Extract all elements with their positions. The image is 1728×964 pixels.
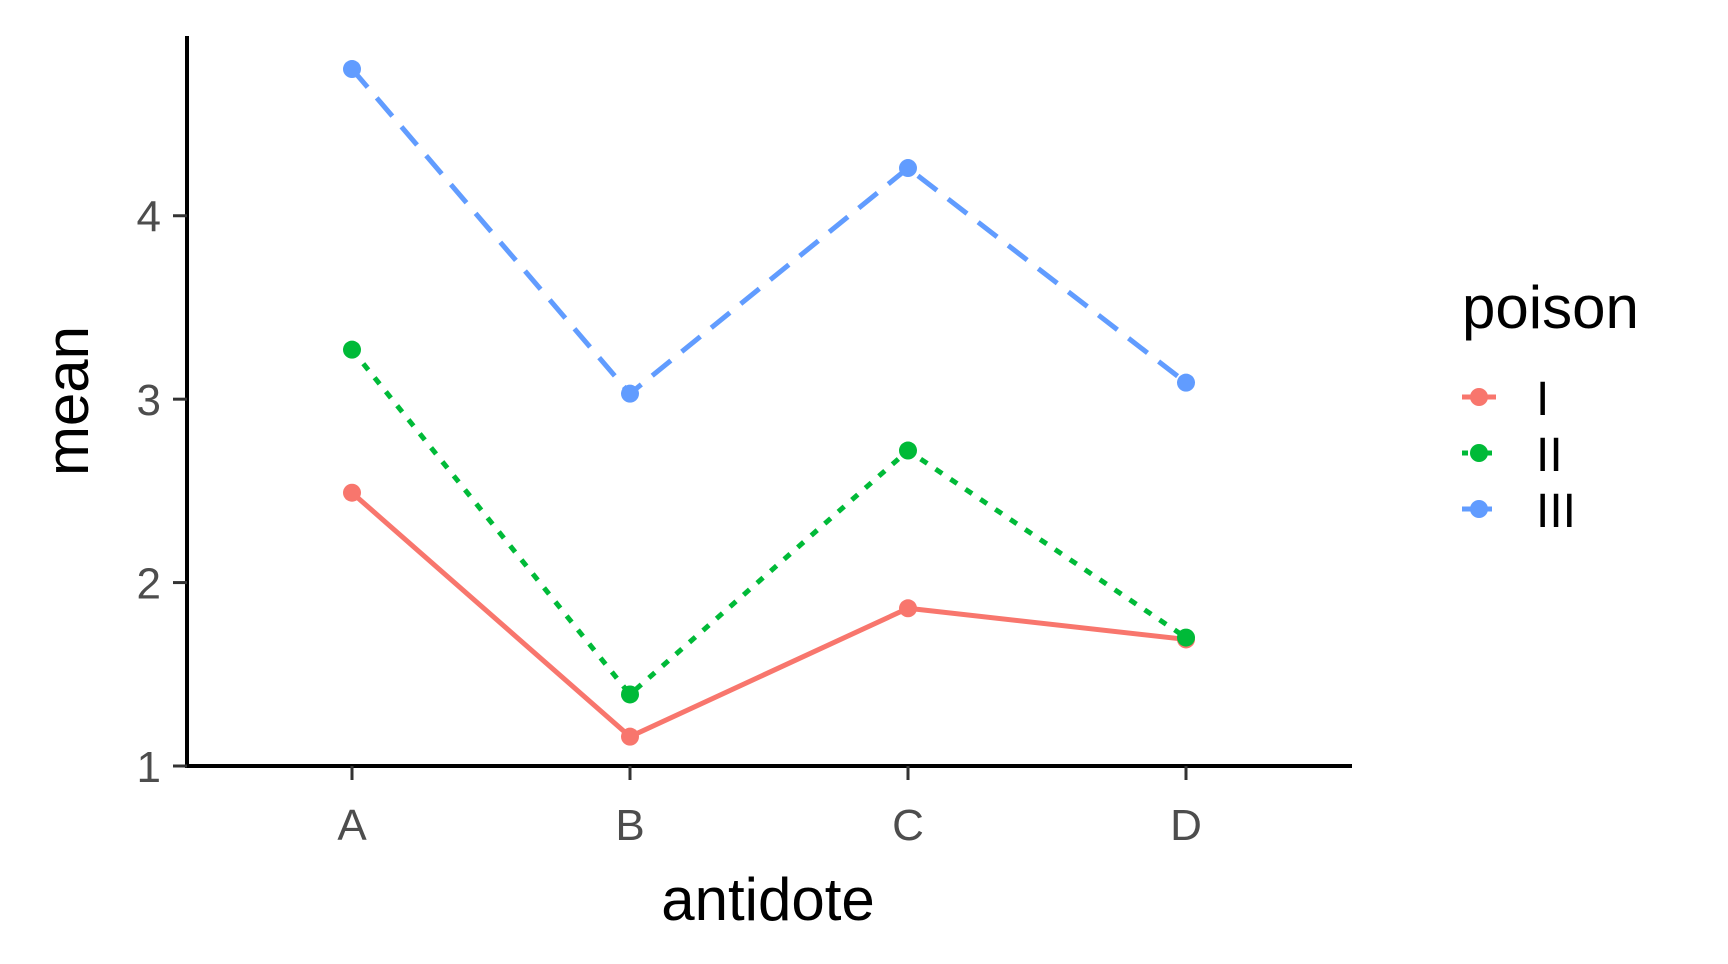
ticks: 1 2 3 4 A B C D [137,193,1202,850]
data-point [899,599,917,618]
data-point [621,727,639,746]
x-tick-label: B [615,801,644,850]
series-line [350,67,1188,397]
legend-label: I [1536,373,1549,426]
x-tick-label: D [1170,801,1202,850]
data-point [621,685,639,704]
legend-title: poison [1462,274,1639,341]
data-point [343,60,361,79]
y-tick-label: 1 [137,743,161,792]
legend-label: II [1536,429,1563,482]
data-point [343,340,361,359]
series-3 [343,60,1195,403]
y-tick-label: 2 [137,560,161,609]
x-axis-title: antidote [661,866,875,933]
data-point [899,441,917,460]
legend-item: I [1462,373,1549,426]
series-2 [343,340,1195,704]
legend-key-point [1470,444,1488,462]
series-line [350,490,1187,740]
x-tick-label: A [337,801,367,850]
data-point [1177,373,1195,392]
series-1 [343,483,1195,746]
legend-key-point [1470,500,1488,518]
series [343,60,1195,746]
data-point [343,483,361,502]
data-point [899,159,917,178]
data-point [621,384,639,403]
legend-label: III [1536,485,1576,538]
y-tick-label: 4 [137,193,161,242]
y-axis-title: mean [34,326,101,476]
legend-key-point [1470,388,1488,406]
axes [185,36,1352,768]
y-tick-label: 3 [137,376,161,425]
legend-item: III [1462,485,1576,538]
series-line [350,348,1188,697]
legend-item: II [1462,429,1563,482]
data-point [1177,628,1195,647]
x-tick-label: C [892,801,924,850]
